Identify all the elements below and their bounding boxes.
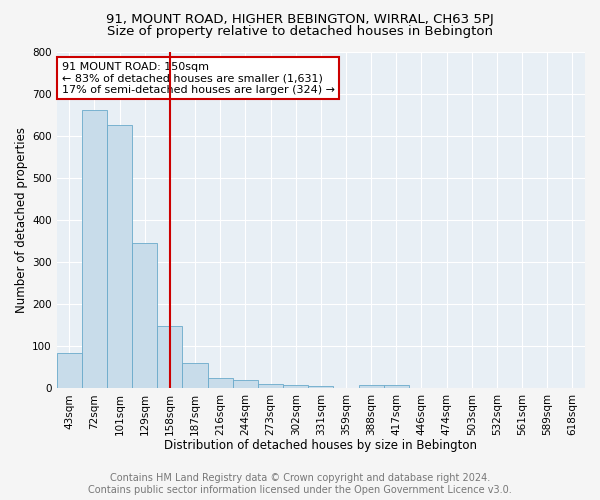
Bar: [82, 110, 107, 388]
X-axis label: Distribution of detached houses by size in Bebington: Distribution of detached houses by size …: [164, 440, 478, 452]
Bar: [157, 326, 182, 388]
Bar: [384, 386, 409, 388]
Text: 91, MOUNT ROAD, HIGHER BEBINGTON, WIRRAL, CH63 5PJ: 91, MOUNT ROAD, HIGHER BEBINGTON, WIRRAL…: [106, 12, 494, 26]
Bar: [258, 384, 283, 388]
Bar: [107, 125, 132, 388]
Y-axis label: Number of detached properties: Number of detached properties: [15, 127, 28, 313]
Bar: [233, 380, 258, 388]
Bar: [208, 378, 233, 388]
Text: Contains HM Land Registry data © Crown copyright and database right 2024.
Contai: Contains HM Land Registry data © Crown c…: [88, 474, 512, 495]
Bar: [132, 243, 157, 388]
Bar: [283, 386, 308, 388]
Bar: [308, 386, 334, 388]
Bar: [182, 363, 208, 388]
Bar: [359, 386, 384, 388]
Text: Size of property relative to detached houses in Bebington: Size of property relative to detached ho…: [107, 25, 493, 38]
Text: 91 MOUNT ROAD: 150sqm
← 83% of detached houses are smaller (1,631)
17% of semi-d: 91 MOUNT ROAD: 150sqm ← 83% of detached …: [62, 62, 335, 95]
Bar: [56, 354, 82, 388]
